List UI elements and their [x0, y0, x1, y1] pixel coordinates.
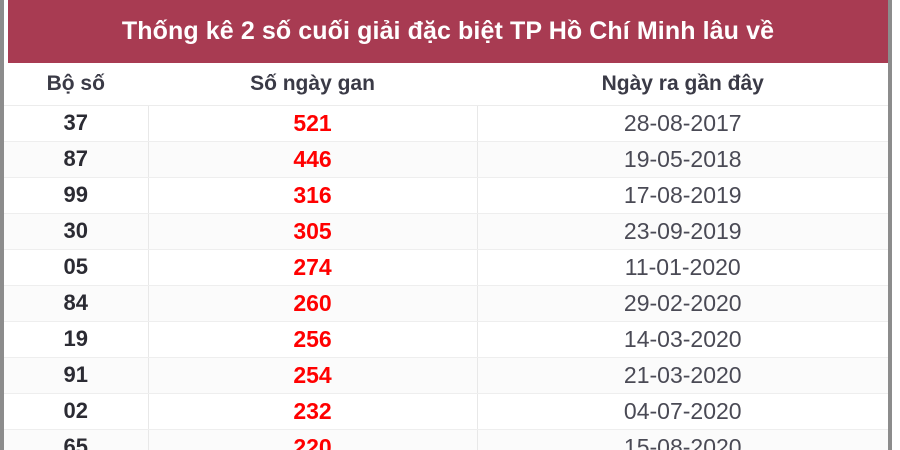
- cell-so-ngay-gan: 232: [147, 393, 478, 430]
- frame-border-right: [888, 0, 892, 450]
- cell-bo-so: 19: [4, 321, 148, 358]
- cell-bo-so: 84: [4, 285, 148, 322]
- cell-so-ngay-gan: 446: [147, 141, 478, 178]
- frame-border-left: [0, 0, 4, 450]
- cell-ngay-ra: 17-08-2019: [477, 177, 888, 214]
- cell-so-ngay-gan: 521: [147, 105, 478, 142]
- cell-bo-so: 91: [4, 357, 148, 394]
- page-title-banner: Thống kê 2 số cuối giải đặc biệt TP Hồ C…: [8, 0, 888, 63]
- cell-so-ngay-gan: 260: [147, 285, 478, 322]
- cell-ngay-ra: 23-09-2019: [477, 213, 888, 250]
- cell-ngay-ra: 28-08-2017: [477, 105, 888, 142]
- cell-ngay-ra: 04-07-2020: [477, 393, 888, 430]
- statistics-table: Bộ số Số ngày gan Ngày ra gần đây 37 521 2…: [4, 63, 888, 450]
- table-row: 19 256 14-03-2020: [4, 321, 888, 358]
- cell-ngay-ra: 15-08-2020: [477, 429, 888, 450]
- cell-ngay-ra: 14-03-2020: [477, 321, 888, 358]
- cell-so-ngay-gan: 316: [147, 177, 478, 214]
- cell-ngay-ra: 29-02-2020: [477, 285, 888, 322]
- cell-so-ngay-gan: 274: [147, 249, 478, 286]
- table-body: 37 521 28-08-2017 87 446 19-05-2018 99 316 17-08…: [4, 105, 888, 450]
- cell-bo-so: 37: [4, 105, 148, 142]
- table-row: 30 305 23-09-2019: [4, 213, 888, 250]
- table-row: 87 446 19-05-2018: [4, 141, 888, 178]
- cell-bo-so: 99: [4, 177, 148, 214]
- table-header: Bộ số Số ngày gan Ngày ra gần đây: [4, 63, 888, 106]
- cell-so-ngay-gan: 256: [147, 321, 478, 358]
- table-row: 84 260 29-02-2020: [4, 285, 888, 322]
- cell-bo-so: 05: [4, 249, 148, 286]
- cell-bo-so: 87: [4, 141, 148, 178]
- statistics-table-container: Bộ số Số ngày gan Ngày ra gần đây 37 521 2…: [4, 63, 888, 450]
- cell-so-ngay-gan: 305: [147, 213, 478, 250]
- table-row: 91 254 21-03-2020: [4, 357, 888, 394]
- column-header-ngay-ra-gan-day: Ngày ra gần đây: [477, 63, 888, 106]
- cell-ngay-ra: 21-03-2020: [477, 357, 888, 394]
- table-row: 99 316 17-08-2019: [4, 177, 888, 214]
- table-row: 37 521 28-08-2017: [4, 105, 888, 142]
- cell-bo-so: 30: [4, 213, 148, 250]
- column-header-bo-so: Bộ số: [4, 63, 148, 106]
- cell-ngay-ra: 19-05-2018: [477, 141, 888, 178]
- cell-so-ngay-gan: 254: [147, 357, 478, 394]
- table-header-row: Bộ số Số ngày gan Ngày ra gần đây: [4, 63, 888, 106]
- cell-so-ngay-gan: 220: [147, 429, 478, 450]
- column-header-so-ngay-gan: Số ngày gan: [148, 63, 477, 106]
- table-row: 05 274 11-01-2020: [4, 249, 888, 286]
- cell-bo-so: 02: [4, 393, 148, 430]
- table-row: 02 232 04-07-2020: [4, 393, 888, 430]
- page-title: Thống kê 2 số cuối giải đặc biệt TP Hồ C…: [121, 17, 775, 45]
- cell-ngay-ra: 11-01-2020: [477, 249, 888, 286]
- table-row: 65 220 15-08-2020: [4, 429, 888, 450]
- cell-bo-so: 65: [4, 429, 148, 450]
